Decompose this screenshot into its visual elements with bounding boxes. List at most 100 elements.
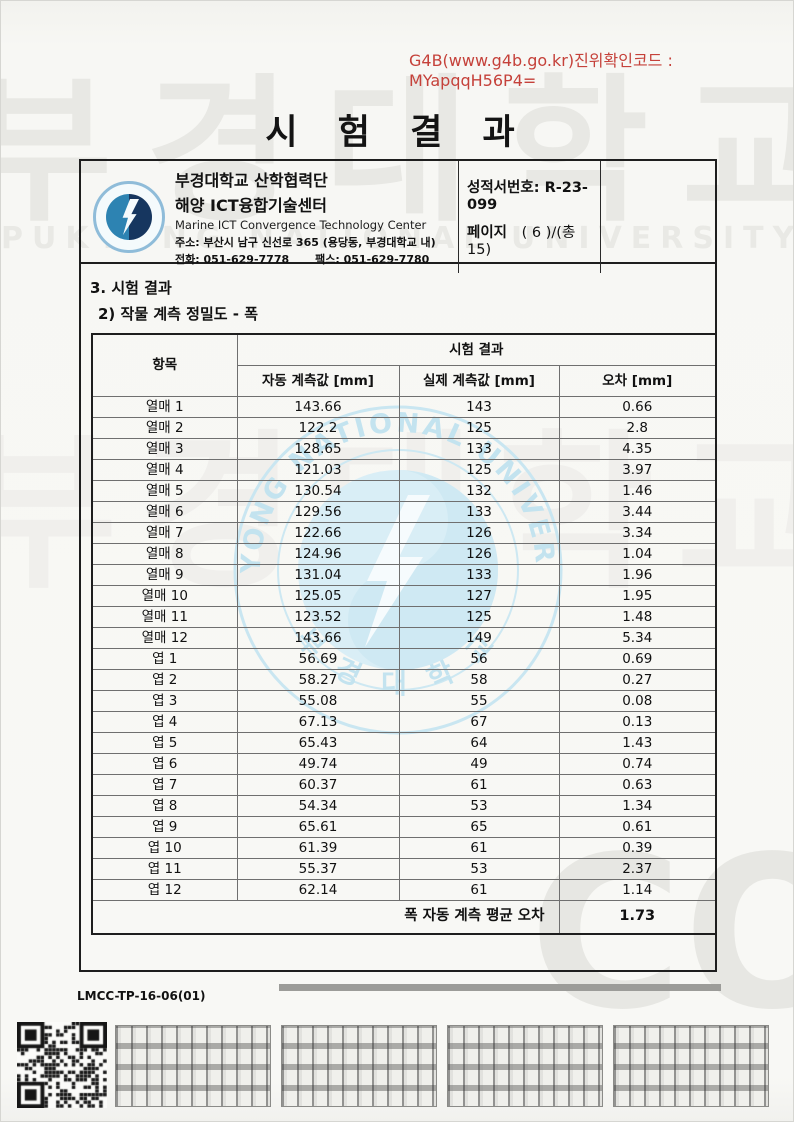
university-logo-icon (93, 181, 165, 253)
value-cell: 1.14 (558, 879, 717, 901)
value-cell: 2.37 (558, 858, 717, 880)
table-row: 엽 2 58.27 58 0.27 (91, 669, 717, 691)
org-address: 주소: 부산시 남구 신선로 365 (용당동, 부경대학교 내) (175, 236, 436, 249)
table-row: 엽 7 60.37 61 0.63 (91, 774, 717, 796)
item-cell: 엽 10 (91, 837, 238, 859)
item-cell: 열매 2 (91, 417, 238, 439)
value-cell: 67 (398, 711, 560, 733)
value-cell: 1.46 (558, 480, 717, 502)
value-cell: 133 (398, 501, 560, 523)
column-header-actual: 실제 계측값 [mm] (398, 365, 560, 397)
value-cell: 125.05 (236, 585, 400, 607)
average-error-value: 1.73 (558, 900, 717, 935)
security-pattern-block (613, 1025, 769, 1107)
value-cell: 0.08 (558, 690, 717, 712)
value-cell: 1.34 (558, 795, 717, 817)
item-cell: 엽 2 (91, 669, 238, 691)
value-cell: 1.04 (558, 543, 717, 565)
org-contact: 전화: 051-629-7778 팩스: 051-629-7780 (175, 251, 436, 267)
value-cell: 128.65 (236, 438, 400, 460)
value-cell: 0.74 (558, 753, 717, 775)
average-error-row: 폭 자동 계측 평균 오차 1.73 (91, 900, 717, 935)
qr-code (17, 1022, 107, 1108)
report-meta-cell: 성적서번호: R-23-099 페이지 ( 6 )/(총 15) (458, 161, 600, 273)
value-cell: 62.14 (236, 879, 400, 901)
item-cell: 엽 11 (91, 858, 238, 880)
report-number: 성적서번호: R-23-099 (467, 176, 600, 213)
table-row: 열매 10 125.05 127 1.95 (91, 585, 717, 607)
page-value: ( 6 )/(총 15) (467, 225, 576, 258)
value-cell: 54.34 (236, 795, 400, 817)
table-row: 엽 5 65.43 64 1.43 (91, 732, 717, 754)
value-cell: 61 (398, 837, 560, 859)
value-cell: 0.27 (558, 669, 717, 691)
value-cell: 55.08 (236, 690, 400, 712)
security-pattern-block (115, 1025, 271, 1107)
value-cell: 58 (398, 669, 560, 691)
item-cell: 열매 12 (91, 627, 238, 649)
value-cell: 56.69 (236, 648, 400, 670)
value-cell: 60.37 (236, 774, 400, 796)
value-cell: 0.61 (558, 816, 717, 838)
table-row: 열매 12 143.66 149 5.34 (91, 627, 717, 649)
table-row: 엽 8 54.34 53 1.34 (91, 795, 717, 817)
report-number-value: R-23-099 (467, 180, 588, 213)
report-number-label: 성적서번호: (467, 180, 540, 196)
value-cell: 0.63 (558, 774, 717, 796)
value-cell: 64 (398, 732, 560, 754)
security-pattern-block (281, 1025, 437, 1107)
organization-cell: 부경대학교 산학협력단 해양 ICT융합기술센터 Marine ICT Conv… (81, 161, 458, 273)
value-cell: 53 (398, 795, 560, 817)
item-cell: 엽 4 (91, 711, 238, 733)
table-row: 열매 1 143.66 143 0.66 (91, 396, 717, 418)
value-cell: 0.69 (558, 648, 717, 670)
value-cell: 125 (398, 606, 560, 628)
value-cell: 58.27 (236, 669, 400, 691)
value-cell: 133 (398, 438, 560, 460)
value-cell: 149 (398, 627, 560, 649)
value-cell: 121.03 (236, 459, 400, 481)
organization-info: 부경대학교 산학협력단 해양 ICT융합기술센터 Marine ICT Conv… (175, 167, 436, 267)
table-row: 엽 11 55.37 53 2.37 (91, 858, 717, 880)
value-cell: 1.96 (558, 564, 717, 586)
value-cell: 49 (398, 753, 560, 775)
table-row: 엽 6 49.74 49 0.74 (91, 753, 717, 775)
value-cell: 53 (398, 858, 560, 880)
value-cell: 1.48 (558, 606, 717, 628)
value-cell: 133 (398, 564, 560, 586)
value-cell: 56 (398, 648, 560, 670)
value-cell: 67.13 (236, 711, 400, 733)
value-cell: 123.52 (236, 606, 400, 628)
g4b-verification-code: G4B(www.g4b.go.kr)진위확인코드 : MYapqqH56P4= (409, 51, 673, 90)
item-cell: 엽 1 (91, 648, 238, 670)
value-cell: 130.54 (236, 480, 400, 502)
table-row: 열매 2 122.2 125 2.8 (91, 417, 717, 439)
org-name-line1: 부경대학교 산학협력단 (175, 171, 328, 190)
item-cell: 열매 8 (91, 543, 238, 565)
value-cell: 61 (398, 774, 560, 796)
value-cell: 126 (398, 522, 560, 544)
value-cell: 143 (398, 396, 560, 418)
table-row: 열매 5 130.54 132 1.46 (91, 480, 717, 502)
item-cell: 열매 5 (91, 480, 238, 502)
org-name-english: Marine ICT Convergence Technology Center (175, 218, 427, 232)
table-row: 열매 6 129.56 133 3.44 (91, 501, 717, 523)
value-cell: 2.8 (558, 417, 717, 439)
header-empty-cell (600, 161, 715, 273)
average-error-label: 폭 자동 계측 평균 오차 (91, 900, 560, 935)
security-pattern-block (447, 1025, 603, 1107)
org-fax: 팩스: 051-629-7780 (315, 253, 430, 266)
value-cell: 4.35 (558, 438, 717, 460)
value-cell: 122.66 (236, 522, 400, 544)
value-cell: 125 (398, 459, 560, 481)
table-row: 엽 3 55.08 55 0.08 (91, 690, 717, 712)
value-cell: 0.39 (558, 837, 717, 859)
item-cell: 열매 7 (91, 522, 238, 544)
item-cell: 열매 4 (91, 459, 238, 481)
item-cell: 열매 11 (91, 606, 238, 628)
column-header-auto: 자동 계측값 [mm] (236, 365, 400, 397)
value-cell: 55 (398, 690, 560, 712)
item-cell: 열매 6 (91, 501, 238, 523)
table-row: 엽 1 56.69 56 0.69 (91, 648, 717, 670)
